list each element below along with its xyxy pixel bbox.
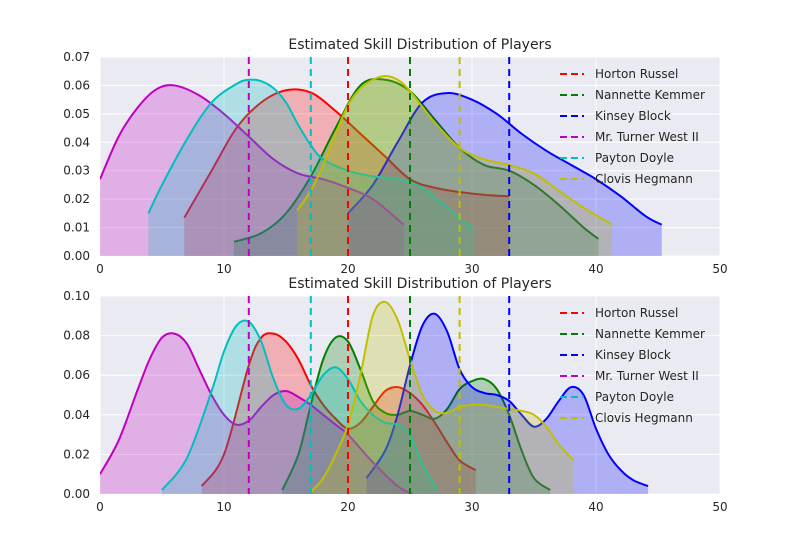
series-area: [310, 301, 574, 494]
series-line: [147, 78, 476, 232]
series-line: [100, 84, 405, 226]
x-tick-label: 20: [340, 500, 355, 514]
y-tick-label: 0.06: [63, 78, 90, 92]
y-tick-label: 0.04: [63, 408, 90, 422]
chart-panel-1: 0 10 20 30 40 50 0.00 0.01 0.02 0.03 0.04 0.05 0.06 0…: [63, 37, 727, 276]
legend-label: Payton Doyle: [595, 390, 674, 404]
y-tick-label: 0.08: [63, 329, 90, 343]
chart-panel-2: 0 10 20 30 40 50 0.00 0.02 0.04 0.06 0.08 0.10 Estim…: [63, 276, 727, 514]
legend-label: Payton Doyle: [595, 151, 674, 165]
y-tick-label: 0.02: [63, 192, 90, 206]
y-tick-label: 0.05: [63, 107, 90, 121]
legend-label: Nannette Kemmer: [595, 327, 705, 341]
x-tick-label: 30: [464, 262, 479, 276]
series-area: [233, 79, 599, 256]
chart-title: Estimated Skill Distribution of Players: [288, 276, 551, 292]
legend-label: Kinsey Block: [595, 109, 671, 123]
x-tick-label: 40: [588, 500, 603, 514]
legend-label: Mr. Turner West II: [595, 369, 699, 383]
legend-label: Clovis Hegmann: [595, 411, 693, 425]
y-tick-label: 0.10: [63, 289, 90, 303]
series-line: [310, 300, 575, 493]
chart-title: Estimated Skill Distribution of Players: [288, 37, 551, 53]
series-area: [162, 320, 438, 494]
x-tick-label: 30: [464, 500, 479, 514]
series-area: [201, 333, 476, 494]
series-area: [282, 336, 551, 494]
y-tick-label: 0.03: [63, 164, 90, 178]
series-group: [100, 296, 649, 494]
series-line: [281, 335, 551, 491]
y-tick-label: 0.02: [63, 447, 90, 461]
series-line: [233, 78, 600, 243]
legend-label: Clovis Hegmann: [595, 172, 693, 186]
x-tick-label: 20: [340, 262, 355, 276]
x-tick-label: 0: [96, 500, 104, 514]
x-tick-label: 50: [712, 500, 727, 514]
legend-label: Mr. Turner West II: [595, 130, 699, 144]
series-area: [297, 76, 613, 256]
legend-label: Kinsey Block: [595, 348, 671, 362]
x-tick-label: 50: [712, 262, 727, 276]
series-group: [100, 57, 663, 256]
y-tick-label: 0.00: [63, 249, 90, 263]
y-tick-label: 0.01: [63, 221, 90, 235]
series-area: [184, 89, 510, 256]
series-line: [296, 75, 613, 226]
y-tick-label: 0.00: [63, 487, 90, 501]
y-tick-label: 0.07: [63, 50, 90, 64]
x-tick-label: 0: [96, 262, 104, 276]
series-area: [348, 93, 662, 256]
y-tick-label: 0.04: [63, 135, 90, 149]
y-tick-label: 0.06: [63, 368, 90, 382]
x-tick-label: 10: [216, 262, 231, 276]
legend-label: Nannette Kemmer: [595, 88, 705, 102]
x-tick-label: 10: [216, 500, 231, 514]
series-line: [365, 312, 649, 488]
legend-label: Horton Russel: [595, 306, 678, 320]
legend-label: Horton Russel: [595, 67, 678, 81]
series-area: [366, 313, 649, 494]
series-area: [100, 85, 404, 256]
x-tick-label: 40: [588, 262, 603, 276]
